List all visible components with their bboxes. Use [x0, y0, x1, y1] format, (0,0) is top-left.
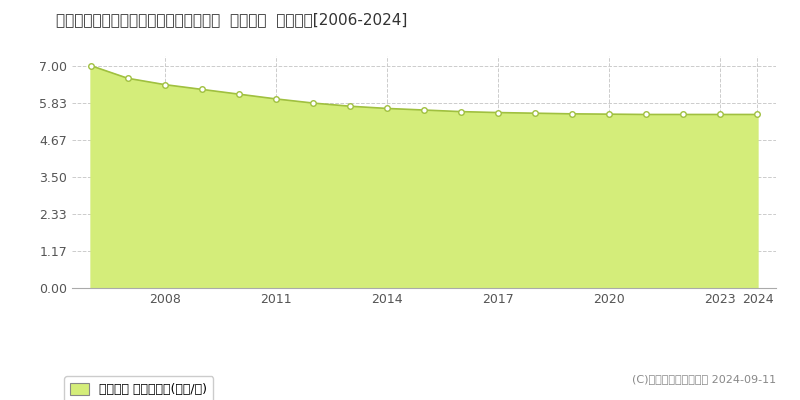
Text: 長野県安曇野市明科七貴５８４２番２外  地価公示  地価推移[2006-2024]: 長野県安曇野市明科七貴５８４２番２外 地価公示 地価推移[2006-2024]	[56, 12, 407, 27]
Text: (C)土地価格ドットコム 2024-09-11: (C)土地価格ドットコム 2024-09-11	[632, 374, 776, 384]
Legend: 地価公示 平均嵪単価(万円/嵪): 地価公示 平均嵪単価(万円/嵪)	[64, 376, 214, 400]
